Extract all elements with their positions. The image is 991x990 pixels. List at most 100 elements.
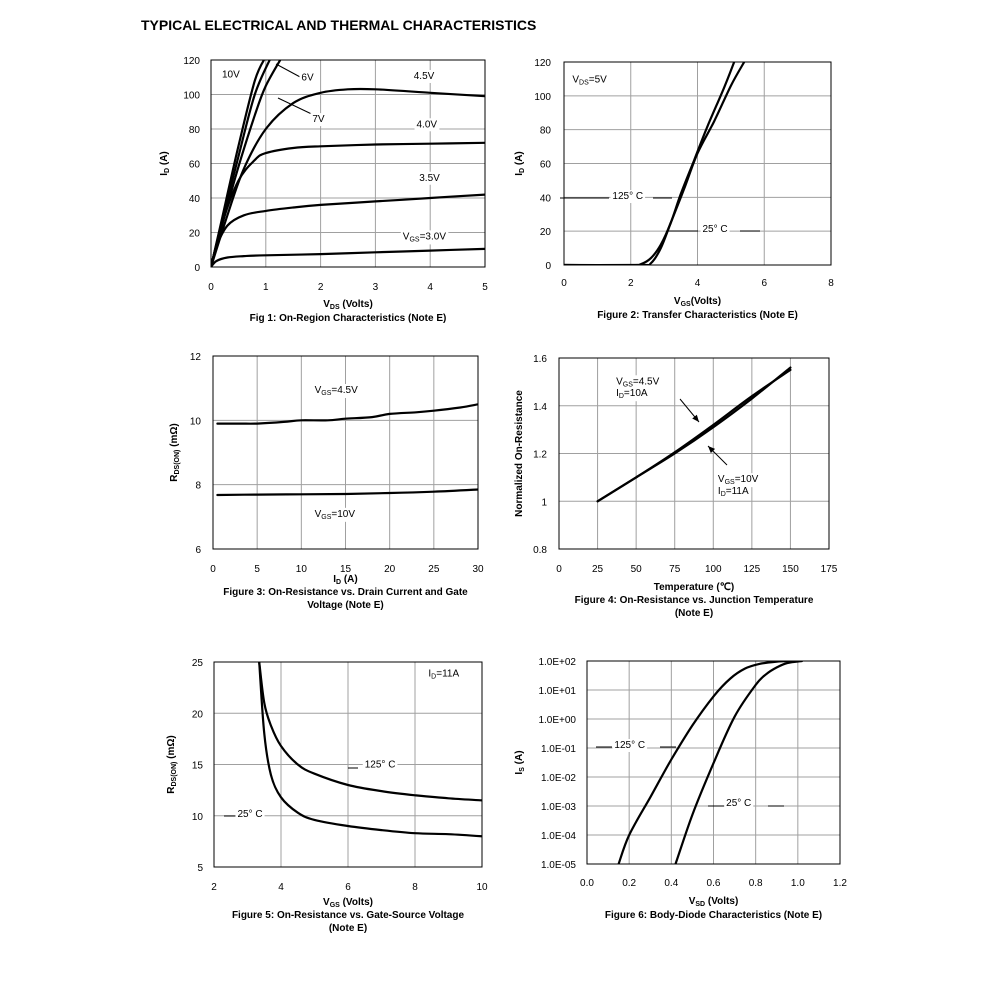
- fig4-annotation: ID=11A: [718, 486, 749, 498]
- fig1-xtick-label: 1: [263, 282, 269, 293]
- fig2-caption: Figure 2: Transfer Characteristics (Note…: [597, 310, 798, 321]
- fig3-xtick-label: 25: [428, 564, 440, 575]
- fig6-ytick-label: 1.0E-02: [541, 773, 576, 784]
- fig6-xtick-label: 0.6: [707, 878, 721, 889]
- fig4-series-line: [596, 368, 792, 503]
- fig6-series-line: [617, 661, 793, 864]
- fig5-annotation: 125° C: [365, 760, 396, 771]
- fig1-ytick-label: 100: [183, 91, 200, 102]
- fig2-annotation: 25° C: [703, 224, 728, 235]
- fig1-series-line: [211, 60, 271, 267]
- fig2-xtick-label: 2: [628, 278, 634, 289]
- page-title: TYPICAL ELECTRICAL AND THERMAL CHARACTER…: [141, 17, 537, 33]
- fig4-leader-line: [707, 445, 728, 466]
- fig4-xtick-label: 75: [669, 564, 681, 575]
- fig1-ytick-label: 40: [189, 194, 201, 205]
- fig4-annotation-bg: [715, 473, 761, 488]
- fig1-annotation-bg: [310, 113, 327, 127]
- fig1-series-line: [211, 60, 282, 267]
- fig1-annotation: 10V: [222, 69, 240, 80]
- fig6-ytick-label: 1.0E+02: [538, 657, 576, 668]
- fig1-annotation-bg: [411, 69, 437, 83]
- fig5-xtick-label: 4: [278, 882, 284, 893]
- fig5-series-line: [258, 662, 482, 802]
- fig2-series-line: [564, 62, 746, 265]
- fig3-series-line: [216, 403, 478, 425]
- fig4-annotation: ID=10A: [616, 388, 648, 400]
- fig2-xtick-label: 4: [695, 278, 701, 289]
- fig4-arrowhead: [708, 446, 716, 454]
- fig3-xtick-label: 5: [254, 564, 260, 575]
- fig6-xtick-label: 0.0: [580, 878, 594, 889]
- fig1-annotation-bg: [400, 230, 449, 245]
- fig3-xtick-label: 30: [472, 564, 484, 575]
- fig4-ytick-label: 1.2: [533, 450, 547, 461]
- fig1-ytick-label: 0: [194, 263, 200, 274]
- fig1-xlabel: VDS (Volts): [323, 299, 373, 311]
- fig3-xtick-label: 0: [210, 564, 216, 575]
- fig5-ytick-label: 15: [192, 761, 204, 772]
- fig1-ytick-label: 80: [189, 125, 201, 136]
- fig3-series-line: [216, 488, 478, 497]
- fig2-xtick-label: 8: [828, 278, 834, 289]
- fig1-annotation: 6V: [301, 73, 314, 84]
- fig1-series-line: [211, 247, 485, 267]
- fig4-xtick-label: 25: [592, 564, 604, 575]
- fig5-xtick-label: 2: [211, 882, 217, 893]
- fig2-annotation-bg: [610, 190, 646, 204]
- fig5-caption-line2: (Note E): [329, 923, 367, 934]
- fig5-annotation-bg: [235, 807, 265, 821]
- fig2-ytick-label: 20: [540, 227, 552, 238]
- fig2-annotation: 125° C: [612, 191, 643, 202]
- fig4-annotation-bg: [614, 375, 662, 390]
- fig4-ytick-label: 0.8: [533, 545, 547, 556]
- fig5-ytick-label: 20: [192, 709, 204, 720]
- fig5-xtick-label: 6: [345, 882, 351, 893]
- fig5-xlabel: VGS (Volts): [323, 897, 373, 909]
- fig1-annotation-bg: [414, 118, 440, 132]
- fig5-series-line: [258, 662, 482, 838]
- fig3-ytick-label: 8: [195, 481, 201, 492]
- fig4-annotation-bg: [614, 387, 650, 402]
- fig1-annotation-bg: [417, 171, 443, 185]
- fig1-series-line: [211, 60, 266, 267]
- fig6-plot-frame: [586, 660, 841, 865]
- fig3-caption-line2: Voltage (Note E): [307, 600, 383, 611]
- fig6-xtick-label: 1.2: [833, 878, 847, 889]
- fig2-ytick-label: 120: [534, 58, 551, 69]
- fig1-caption: Fig 1: On-Region Characteristics (Note E…: [250, 313, 447, 324]
- fig1-annotation-bg: [299, 71, 316, 85]
- fig2-series-line: [564, 62, 736, 265]
- fig1-annotation: 4.5V: [414, 71, 435, 82]
- fig5-xtick-label: 10: [476, 882, 488, 893]
- fig3-xlabel: ID (A): [333, 574, 358, 586]
- fig3-annotation: VGS=4.5V: [315, 385, 359, 397]
- fig5-annotation: ID=11A: [428, 668, 459, 680]
- fig6-xtick-label: 0.2: [622, 878, 636, 889]
- fig2-xtick-label: 0: [561, 278, 567, 289]
- fig6-xlabel: VSD (Volts): [689, 896, 739, 908]
- fig6-annotation-bg: [724, 797, 754, 810]
- fig4-annotation: VGS=4.5V: [616, 376, 660, 388]
- fig3-xtick-label: 20: [384, 564, 396, 575]
- fig6-ytick-label: 1.0E-01: [541, 744, 576, 755]
- fig6-ytick-label: 1.0E-05: [541, 860, 576, 871]
- fig5-annotation-bg: [426, 667, 462, 682]
- fig1-series-line: [211, 87, 485, 267]
- fig2-plot-frame: [563, 61, 832, 266]
- fig6-ytick-label: 1.0E-03: [541, 802, 576, 813]
- fig4-arrowhead: [692, 414, 699, 422]
- fig2-xlabel: VGS(Volts): [674, 296, 721, 308]
- fig1-annotation: 4.0V: [417, 119, 438, 130]
- fig4-xtick-label: 100: [705, 564, 722, 575]
- fig1-annotation-bg: [219, 68, 243, 82]
- fig3-xtick-label: 10: [296, 564, 308, 575]
